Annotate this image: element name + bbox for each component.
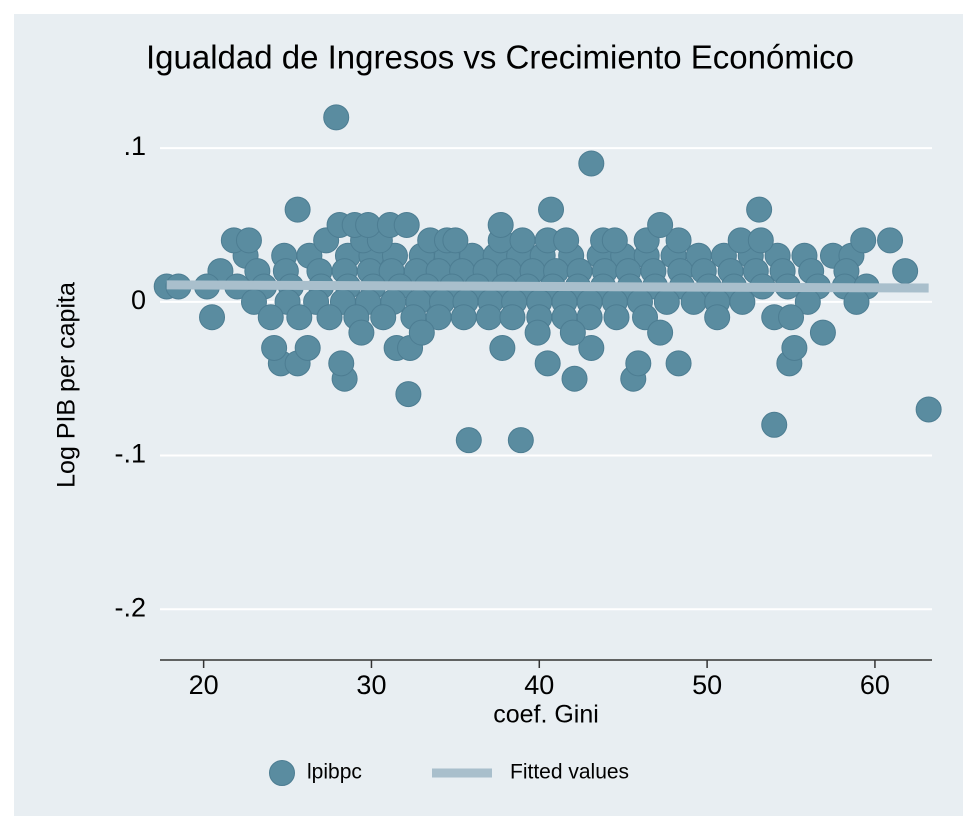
point (507, 427, 534, 454)
point (915, 396, 942, 423)
point (450, 304, 477, 331)
x-tick-label: 30 (356, 670, 386, 700)
point (395, 381, 422, 408)
point (761, 411, 788, 438)
point (603, 304, 630, 331)
x-tick-label: 50 (692, 670, 722, 700)
point (475, 304, 502, 331)
point (647, 319, 674, 346)
y-tick-label: -.1 (114, 439, 146, 469)
point (653, 288, 680, 315)
plot-area (153, 104, 942, 454)
point (576, 304, 603, 331)
point (665, 350, 692, 377)
point (286, 304, 313, 331)
point (746, 196, 773, 223)
point (647, 211, 674, 238)
y-tick-label: .1 (123, 131, 146, 161)
point (489, 334, 516, 361)
point (261, 334, 288, 361)
point (323, 104, 350, 131)
point (892, 258, 919, 285)
point (538, 196, 565, 223)
point (348, 319, 375, 346)
point (747, 227, 774, 254)
point (235, 227, 262, 254)
point (534, 350, 561, 377)
point (257, 304, 284, 331)
point (877, 227, 904, 254)
point (509, 227, 536, 254)
point (294, 334, 321, 361)
point (393, 211, 420, 238)
point (561, 365, 588, 392)
point (524, 319, 551, 346)
point (665, 227, 692, 254)
chart-title: Igualdad de Ingresos vs Crecimiento Econ… (146, 39, 854, 76)
point (487, 211, 514, 238)
legend-label: Fitted values (510, 761, 629, 784)
point (680, 288, 707, 315)
x-tick-label: 40 (524, 670, 554, 700)
point (601, 227, 628, 254)
point (578, 150, 605, 177)
y-tick-label: -.2 (114, 592, 146, 622)
y-axis-title: Log PIB per capita (53, 282, 81, 488)
y-tick-label: 0 (131, 285, 146, 315)
fitted-line (166, 280, 929, 293)
point (559, 319, 586, 346)
point (578, 334, 605, 361)
point (729, 288, 756, 315)
point (778, 304, 805, 331)
point (370, 304, 397, 331)
x-tick-label: 20 (189, 670, 219, 700)
point (704, 304, 731, 331)
point (499, 304, 526, 331)
x-axis-title: coef. Gini (493, 701, 599, 729)
point (408, 319, 435, 346)
point (442, 227, 469, 254)
point (328, 350, 355, 377)
x-tick-label: 60 (860, 670, 890, 700)
point (625, 350, 652, 377)
point (553, 227, 580, 254)
background (14, 14, 963, 816)
point (809, 319, 836, 346)
legend-symbol (269, 760, 295, 786)
legend-label: lpibpc (307, 761, 362, 784)
point (316, 304, 343, 331)
point (781, 334, 808, 361)
point (199, 304, 226, 331)
point (355, 211, 382, 238)
point (850, 227, 877, 254)
point (455, 427, 482, 454)
point (284, 196, 311, 223)
point (843, 288, 870, 315)
